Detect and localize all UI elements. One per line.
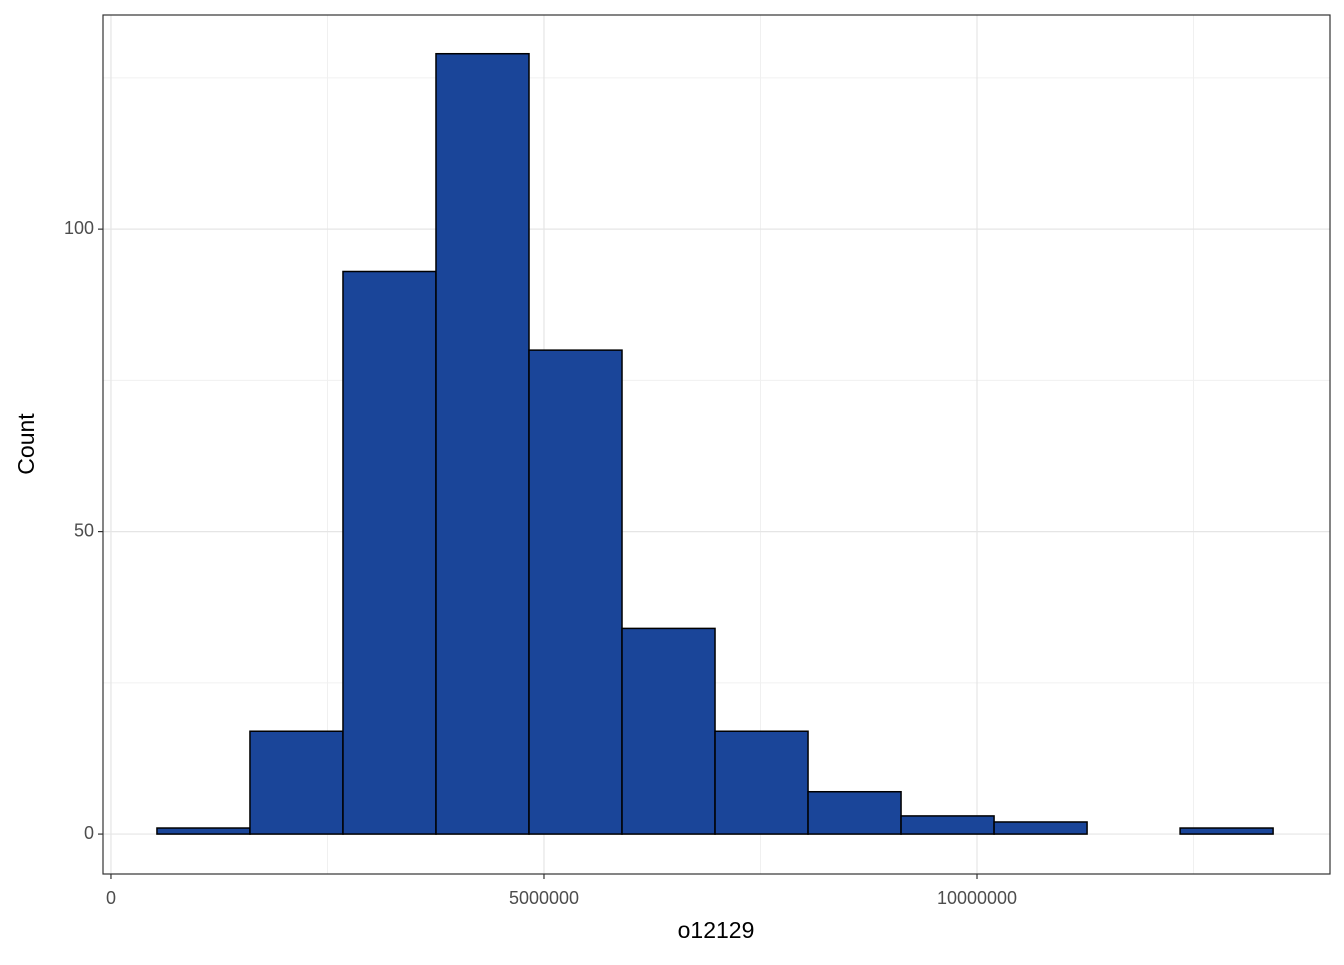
- bar: [342, 270, 437, 835]
- y-axis-title: Count: [13, 413, 39, 475]
- bar: [249, 730, 344, 835]
- y-tick-label: 50: [74, 520, 94, 540]
- bar: [528, 349, 623, 835]
- bar: [1179, 827, 1274, 835]
- bar: [435, 52, 530, 835]
- bar: [714, 730, 809, 835]
- bar: [807, 790, 902, 835]
- bar: [156, 827, 251, 835]
- y-tick-label: 0: [84, 823, 94, 843]
- x-tick-label: 5000000: [509, 888, 579, 908]
- y-tick-label: 100: [64, 218, 94, 238]
- bar: [900, 815, 995, 835]
- x-tick-label: 0: [106, 888, 116, 908]
- x-tick-label: 10000000: [937, 888, 1017, 908]
- x-axis-title: o12129: [678, 917, 755, 943]
- bar: [993, 821, 1088, 835]
- bar: [621, 627, 716, 835]
- panel-border: [102, 14, 1331, 875]
